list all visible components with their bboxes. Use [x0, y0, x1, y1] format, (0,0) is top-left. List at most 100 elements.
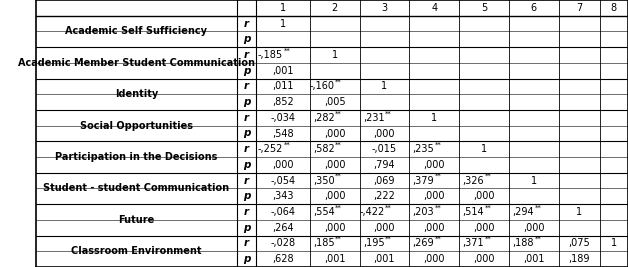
Text: -,252: -,252 [257, 144, 283, 154]
Text: 1: 1 [481, 144, 487, 154]
Text: ,282: ,282 [313, 113, 335, 123]
Text: **: ** [335, 110, 342, 116]
Text: r: r [244, 144, 249, 154]
Text: ,000: ,000 [374, 223, 395, 233]
Text: **: ** [385, 205, 392, 211]
Text: **: ** [435, 236, 441, 242]
Text: -,015: -,015 [372, 144, 397, 154]
Text: ,371: ,371 [462, 238, 484, 248]
Text: ,000: ,000 [423, 254, 445, 264]
Text: 1: 1 [332, 50, 338, 60]
Text: **: ** [335, 79, 342, 85]
Text: ,001: ,001 [523, 254, 544, 264]
Text: **: ** [335, 205, 342, 211]
Text: Identity: Identity [115, 89, 158, 99]
Text: 1: 1 [280, 3, 286, 13]
Text: ,188: ,188 [512, 238, 534, 248]
Text: 3: 3 [381, 3, 387, 13]
Text: 8: 8 [610, 3, 617, 13]
Text: ,000: ,000 [423, 191, 445, 201]
Text: -,054: -,054 [270, 176, 295, 186]
Text: ,628: ,628 [272, 254, 294, 264]
Text: **: ** [435, 142, 441, 148]
Text: ,350: ,350 [313, 176, 335, 186]
Text: **: ** [534, 205, 541, 211]
Text: 1: 1 [576, 207, 582, 217]
Text: **: ** [534, 236, 541, 242]
Text: ,001: ,001 [272, 66, 294, 76]
Text: Academic Self Sufficiency: Academic Self Sufficiency [65, 26, 207, 36]
Text: 1: 1 [431, 113, 437, 123]
Text: -,064: -,064 [271, 207, 295, 217]
Text: ,326: ,326 [462, 176, 484, 186]
Text: 1: 1 [531, 176, 537, 186]
Text: -,185: -,185 [257, 50, 283, 60]
Text: -,422: -,422 [359, 207, 384, 217]
Text: 5: 5 [481, 3, 487, 13]
Text: Participation in the Decisions: Participation in the Decisions [55, 152, 217, 162]
Text: ,582: ,582 [313, 144, 335, 154]
Text: ,000: ,000 [474, 223, 495, 233]
Text: ,000: ,000 [474, 254, 495, 264]
Text: r: r [244, 176, 249, 186]
Text: **: ** [485, 173, 491, 179]
Text: ,000: ,000 [324, 191, 345, 201]
Text: ,189: ,189 [568, 254, 590, 264]
Text: **: ** [385, 236, 392, 242]
Text: ,001: ,001 [374, 254, 395, 264]
Text: ,185: ,185 [313, 238, 335, 248]
Text: ,203: ,203 [413, 207, 434, 217]
Text: ,000: ,000 [523, 223, 544, 233]
Text: Social Opportunities: Social Opportunities [80, 121, 193, 131]
Text: r: r [244, 238, 249, 248]
Text: 7: 7 [576, 3, 582, 13]
Text: ,000: ,000 [272, 160, 294, 170]
Text: p: p [242, 128, 250, 139]
Text: ,548: ,548 [272, 128, 294, 139]
Text: **: ** [435, 205, 441, 211]
Text: ,794: ,794 [374, 160, 395, 170]
Text: **: ** [485, 236, 491, 242]
Text: **: ** [283, 48, 290, 54]
Text: p: p [242, 97, 250, 107]
Text: ,222: ,222 [374, 191, 396, 201]
Text: Future: Future [118, 215, 154, 225]
Text: r: r [244, 207, 249, 217]
Text: ,000: ,000 [474, 191, 495, 201]
Text: **: ** [335, 173, 342, 179]
Text: r: r [244, 113, 249, 123]
Text: Academic Member Student Communication: Academic Member Student Communication [18, 58, 255, 68]
Text: ,514: ,514 [462, 207, 484, 217]
Text: ,852: ,852 [272, 97, 294, 107]
Text: Classroom Environment: Classroom Environment [71, 246, 202, 256]
Text: r: r [244, 50, 249, 60]
Text: ,235: ,235 [413, 144, 434, 154]
Text: p: p [242, 160, 250, 170]
Text: ,069: ,069 [374, 176, 395, 186]
Text: Student - student Communication: Student - student Communication [43, 183, 229, 194]
Text: **: ** [335, 142, 342, 148]
Text: p: p [242, 223, 250, 233]
Text: ,000: ,000 [324, 160, 345, 170]
Text: ,264: ,264 [272, 223, 294, 233]
Text: ,011: ,011 [272, 81, 294, 91]
Text: ,195: ,195 [363, 238, 384, 248]
Text: p: p [242, 254, 250, 264]
Text: ,000: ,000 [324, 128, 345, 139]
Text: **: ** [485, 205, 491, 211]
Text: ,000: ,000 [423, 223, 445, 233]
Text: ,294: ,294 [512, 207, 534, 217]
Text: -,028: -,028 [270, 238, 295, 248]
Text: ,000: ,000 [374, 128, 395, 139]
Text: ,554: ,554 [313, 207, 335, 217]
Text: ,005: ,005 [324, 97, 345, 107]
Text: 2: 2 [332, 3, 338, 13]
Text: -,160: -,160 [310, 81, 335, 91]
Text: **: ** [283, 142, 290, 148]
Text: ,269: ,269 [413, 238, 434, 248]
Text: 1: 1 [610, 238, 617, 248]
Text: ,000: ,000 [324, 223, 345, 233]
Text: 1: 1 [381, 81, 387, 91]
Text: ,075: ,075 [568, 238, 590, 248]
Text: p: p [242, 34, 250, 44]
